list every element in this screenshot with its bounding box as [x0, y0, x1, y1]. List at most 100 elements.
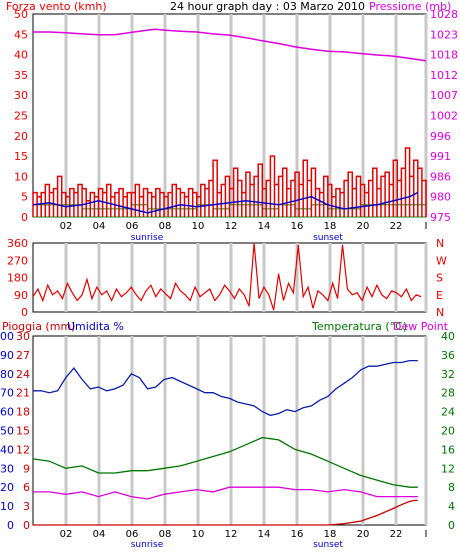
temp-tick-label: 20 [441, 425, 455, 438]
pressure-tick-label: 996 [430, 130, 451, 143]
sunset-label-bottom: sunset [313, 540, 343, 550]
wind-tick-label: 15 [14, 150, 28, 163]
temp-tick-label: 36 [441, 349, 455, 362]
pressure-line [33, 28, 427, 62]
wind-tick-label: 30 [14, 89, 28, 102]
wind-tick-label: 5 [21, 191, 28, 204]
x-tick-label: 20 [357, 221, 370, 232]
x-tick-label-bottom: 08 [159, 529, 172, 540]
temp-tick-label: 40 [441, 330, 455, 343]
humidity-tick-label: 20 [0, 481, 14, 494]
pressure-tick-label: 1012 [430, 69, 458, 82]
x-tick-label: 14 [258, 221, 271, 232]
sunrise-label: sunrise [131, 233, 164, 243]
compass-label: W [436, 254, 447, 267]
humidity-tick-label: 60 [0, 406, 14, 419]
rain-tick-label: 30 [16, 330, 30, 343]
humidity-tick-label: 70 [0, 387, 14, 400]
humidity-tick-label: 10 [0, 500, 14, 513]
rain-tick-label: 9 [23, 462, 30, 475]
compass-label: N [436, 306, 444, 319]
x-tick-label-bottom: 18 [324, 529, 337, 540]
sunset-label: sunset [313, 233, 343, 243]
humidity-tick-label: 40 [0, 443, 14, 456]
x-tick-label-bottom: 22 [390, 529, 403, 540]
wind-tick-label: 40 [14, 49, 28, 62]
humidity-tick-label: 0 [7, 519, 14, 532]
pressure-axis-title: Pressione (mb) [369, 0, 452, 13]
wind-tick-label: 45 [14, 28, 28, 41]
dew-axis-title: Dew Point [393, 320, 449, 333]
humidity-axis-title: Umidita % [67, 320, 124, 333]
x-tick-label-bottom: 12 [225, 529, 238, 540]
x-tick-label-bottom: I [425, 529, 428, 540]
pressure-tick-label: 1007 [430, 89, 458, 102]
wind-tick-label: 20 [14, 130, 28, 143]
pressure-tick-label: 1002 [430, 110, 458, 123]
pressure-tick-label: 986 [430, 170, 451, 183]
temp-tick-label: 8 [448, 481, 455, 494]
rain-tick-label: 6 [23, 481, 30, 494]
pressure-tick-label: 991 [430, 150, 451, 163]
pressure-tick-label: 1023 [430, 28, 458, 41]
humidity-line [33, 359, 418, 417]
humidity-tick-label: 100 [0, 330, 14, 343]
x-tick-label: 22 [390, 221, 403, 232]
rain-tick-label: 27 [16, 349, 30, 362]
direction-tick-label: 180 [7, 272, 28, 285]
x-tick-label-bottom: 16 [291, 529, 304, 540]
direction-tick-label: 0 [21, 306, 28, 319]
rain-tick-label: 18 [16, 406, 30, 419]
compass-label: S [436, 272, 443, 285]
rain-tick-label: 12 [16, 443, 30, 456]
x-tick-label: 06 [126, 221, 139, 232]
rain-tick-label: 3 [23, 500, 30, 513]
rain-tick-label: 21 [16, 387, 30, 400]
sunrise-label-bottom: sunrise [131, 540, 164, 550]
pressure-tick-label: 1028 [430, 8, 458, 21]
x-tick-label-bottom: 06 [126, 529, 139, 540]
wind-average-line [32, 191, 419, 214]
temp-tick-label: 4 [448, 500, 455, 513]
x-tick-label: 10 [192, 221, 205, 232]
wind-direction-line [32, 242, 422, 311]
wind-tick-label: 0 [21, 211, 28, 224]
temp-tick-label: 0 [448, 519, 455, 532]
wind-axis-title: Forza vento (kmh) [6, 0, 107, 13]
humidity-tick-label: 30 [0, 462, 14, 475]
compass-label: N [436, 237, 444, 250]
compass-label: E [436, 289, 443, 302]
x-tick-label: 02 [60, 221, 73, 232]
rain-tick-label: 15 [16, 425, 30, 438]
dew-line [33, 486, 418, 500]
temp-tick-label: 24 [441, 406, 455, 419]
x-tick-label-bottom: 14 [258, 529, 271, 540]
rain-tick-label: 24 [16, 368, 30, 381]
direction-tick-label: 90 [14, 289, 28, 302]
x-tick-label-bottom: 20 [357, 529, 370, 540]
x-tick-label: 04 [93, 221, 106, 232]
graph-title: 24 hour graph day : 03 Marzo 2010 [170, 0, 366, 13]
x-tick-label: 18 [324, 221, 337, 232]
pressure-tick-label: 980 [430, 191, 451, 204]
temp-tick-label: 12 [441, 462, 455, 475]
x-tick-label-bottom: 10 [192, 529, 205, 540]
wind-tick-label: 35 [14, 69, 28, 82]
humidity-tick-label: 50 [0, 425, 14, 438]
direction-tick-label: 360 [7, 237, 28, 250]
x-tick-label-bottom: 04 [93, 529, 106, 540]
x-tick-label: 16 [291, 221, 304, 232]
x-tick-label: I [425, 221, 428, 232]
temp-line [32, 436, 418, 488]
x-tick-label: 08 [159, 221, 172, 232]
direction-tick-label: 270 [7, 254, 28, 267]
humidity-tick-label: 80 [0, 368, 14, 381]
temp-tick-label: 16 [441, 443, 455, 456]
pressure-tick-label: 1018 [430, 49, 458, 62]
rain-axis-title: Pioggia (mm) [2, 320, 76, 333]
x-tick-label-bottom: 02 [60, 529, 73, 540]
rain-tick-label: 0 [23, 519, 30, 532]
x-tick-label: 12 [225, 221, 238, 232]
